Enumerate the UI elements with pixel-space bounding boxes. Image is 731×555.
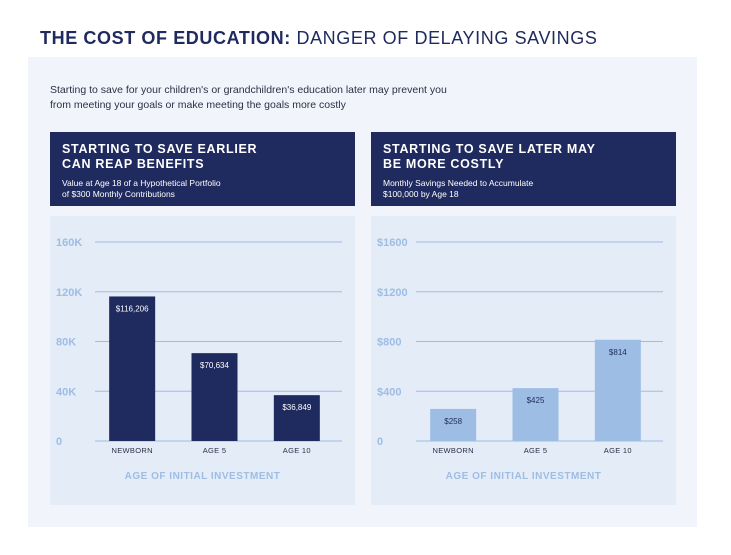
page-title-light: DANGER OF DELAYING SAVINGS: [296, 28, 598, 48]
bar: [109, 296, 156, 441]
bar-value-label: $36,849: [282, 403, 311, 412]
content-panel: Starting to save for your children's or …: [28, 57, 697, 527]
y-tick-label: 40K: [56, 386, 76, 398]
heading-save-earlier: STARTING TO SAVE EARLIER CAN REAP BENEFI…: [62, 142, 343, 172]
intro-text: Starting to save for your children's or …: [50, 83, 520, 113]
x-tick-label: AGE 5: [203, 446, 227, 455]
y-tick-label: 120K: [56, 287, 82, 299]
subheading-save-later: Monthly Savings Needed to Accumulate $10…: [383, 178, 664, 200]
bar: [594, 339, 641, 441]
bar-value-label: $116,206: [116, 304, 149, 313]
header-save-later: STARTING TO SAVE LATER MAY BE MORE COSTL…: [371, 132, 676, 206]
bar-value-label: $425: [527, 396, 545, 405]
chart-portfolio-value: 0 40K 80K 120K 160K $116,206 NEWBORN $70,634 AGE…: [50, 216, 355, 505]
heading-save-later-line-2: BE MORE COSTLY: [383, 157, 505, 171]
subheading-save-earlier-line-2: of $300 Monthly Contributions: [62, 189, 175, 199]
x-tick-label: AGE 10: [604, 446, 632, 455]
x-axis-title-savings: AGE OF INITIAL INVESTMENT: [445, 471, 602, 482]
x-tick-label: AGE 10: [283, 446, 311, 455]
subheading-save-later-line-2: $100,000 by Age 18: [383, 189, 459, 199]
bar-value-label: $814: [609, 348, 627, 357]
subheading-save-earlier-line-1: Value at Age 18 of a Hypothetical Portfo…: [62, 178, 221, 188]
y-tick-label: 160K: [56, 237, 82, 249]
x-tick-label: AGE 5: [524, 446, 548, 455]
y-tick-label: $800: [377, 337, 401, 349]
chart-portfolio-value-svg: 0 40K 80K 120K 160K $116,206 NEWBORN $70,634 AGE…: [56, 237, 342, 455]
bar-value-label: $258: [444, 417, 462, 426]
y-tick-label: $1200: [377, 287, 408, 299]
y-tick-label: 80K: [56, 337, 76, 349]
subheading-save-later-line-1: Monthly Savings Needed to Accumulate: [383, 178, 534, 188]
intro-line-2: from meeting your goals or make meeting …: [50, 99, 346, 111]
heading-save-later: STARTING TO SAVE LATER MAY BE MORE COSTL…: [383, 142, 664, 172]
subheading-save-earlier: Value at Age 18 of a Hypothetical Portfo…: [62, 178, 343, 200]
x-tick-label: NEWBORN: [112, 446, 153, 455]
chart-monthly-savings-svg: 0 $400 $800 $1200 $1600 $258 NEWBORN $425 AGE 5 $…: [377, 237, 663, 455]
x-axis-title-portfolio: AGE OF INITIAL INVESTMENT: [124, 471, 281, 482]
y-tick-label: $400: [377, 386, 401, 398]
bar-value-label: $70,634: [200, 361, 229, 370]
page-title-bold: THE COST OF EDUCATION:: [40, 28, 291, 48]
heading-save-earlier-line-1: STARTING TO SAVE EARLIER: [62, 142, 258, 156]
y-tick-label: $1600: [377, 237, 408, 249]
header-save-earlier: STARTING TO SAVE EARLIER CAN REAP BENEFI…: [50, 132, 355, 206]
intro-line-1: Starting to save for your children's or …: [50, 84, 447, 96]
y-tick-label: 0: [56, 436, 62, 448]
bar: [430, 408, 477, 441]
heading-save-later-line-1: STARTING TO SAVE LATER MAY: [383, 142, 596, 156]
x-tick-label: NEWBORN: [433, 446, 474, 455]
chart-monthly-savings: 0 $400 $800 $1200 $1600 $258 NEWBORN $425 AGE 5 $…: [371, 216, 676, 505]
bar: [191, 353, 238, 441]
bar: [512, 388, 559, 441]
page-title: THE COST OF EDUCATION: DANGER OF DELAYIN…: [40, 28, 597, 49]
heading-save-earlier-line-2: CAN REAP BENEFITS: [62, 157, 205, 171]
y-tick-label: 0: [377, 436, 383, 448]
bar: [273, 395, 320, 441]
